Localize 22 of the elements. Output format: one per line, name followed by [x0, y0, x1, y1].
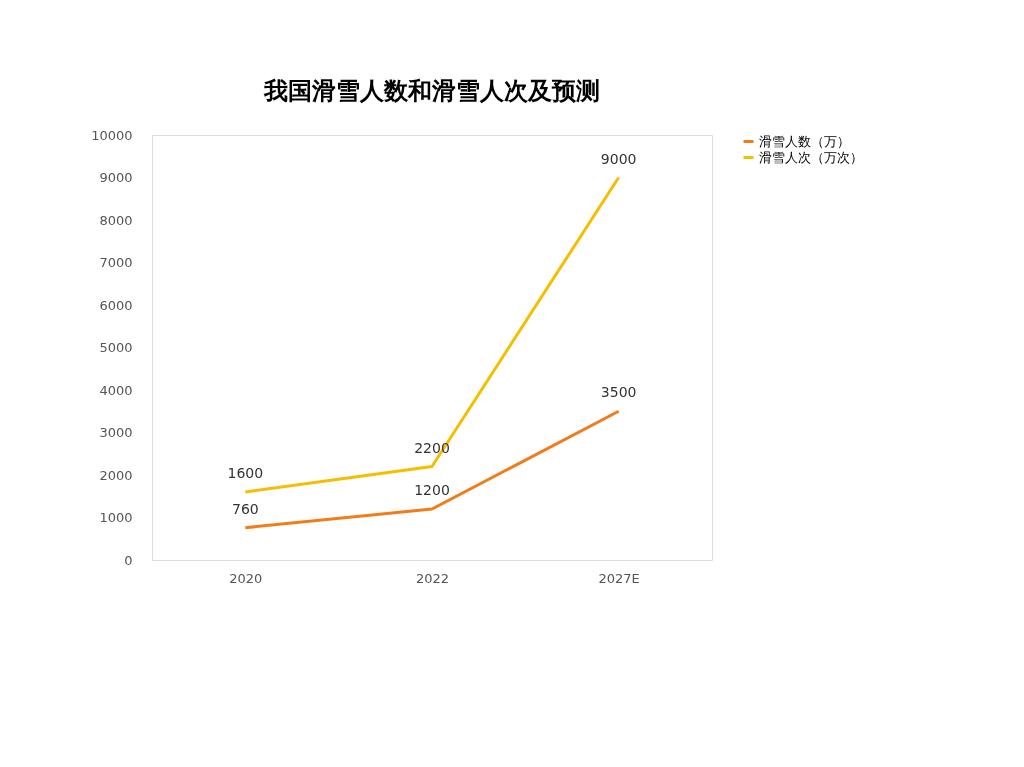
y-tick-label: 10000: [91, 127, 133, 143]
y-tick-label: 1000: [99, 510, 133, 525]
data-label: 3500: [600, 384, 637, 401]
data-label: 1600: [227, 465, 264, 481]
y-tick-label: 3000: [99, 425, 133, 440]
legend-label: 滑雪人次（万次）: [759, 149, 863, 165]
y-tick-label: 9000: [99, 170, 133, 185]
y-tick-label: 2000: [99, 467, 133, 483]
y-tick-label: 7000: [99, 255, 133, 270]
y-tick-label: 0: [124, 552, 133, 568]
legend-label: 滑雪人数（万）: [759, 133, 850, 149]
chart-title: 我国滑雪人数和滑雪人次及预测: [263, 77, 600, 105]
x-tick-label: 2020: [229, 570, 263, 586]
data-label: 1200: [414, 482, 450, 498]
y-tick-label: 8000: [99, 212, 133, 228]
y-tick-label: 6000: [99, 297, 133, 313]
y-tick-label: 4000: [99, 382, 133, 398]
data-label: 9000: [600, 150, 637, 167]
x-tick-label: 2022: [415, 570, 450, 586]
x-tick-label: 2027E: [598, 570, 640, 586]
y-tick-label: 5000: [99, 340, 133, 355]
data-label: 760: [231, 500, 259, 517]
